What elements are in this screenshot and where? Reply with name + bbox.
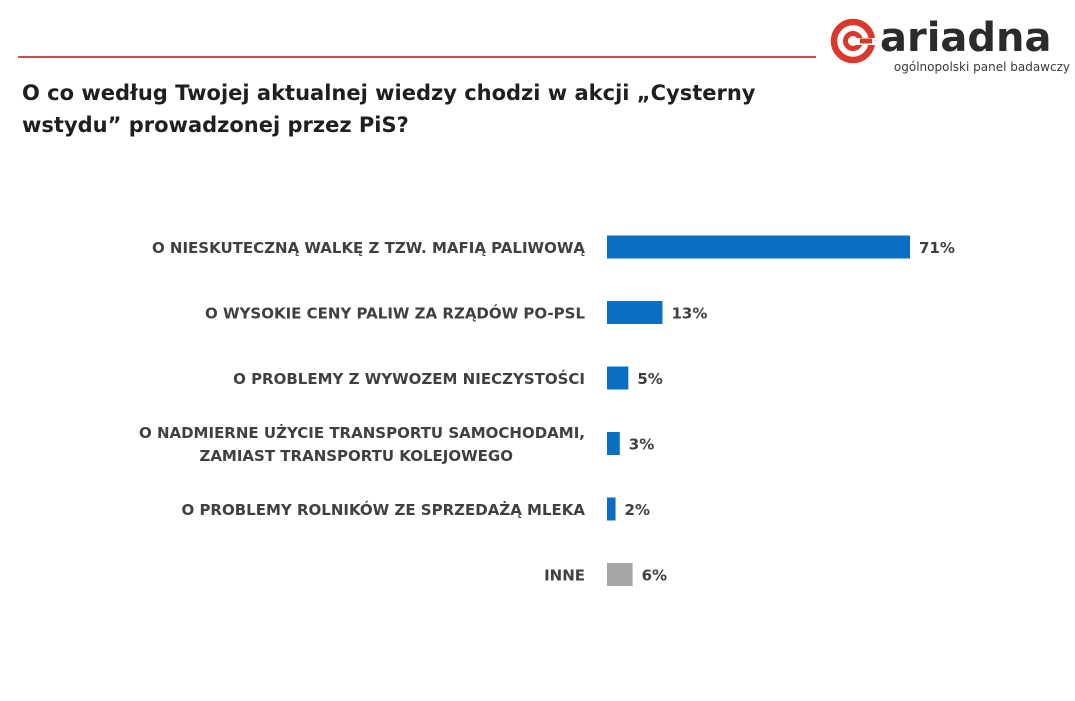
bar-1	[607, 301, 663, 324]
category-label-3-line-1: ZAMIAST TRANSPORTU KOLEJOWEGO	[199, 447, 513, 465]
value-label-3: 3%	[629, 436, 654, 454]
category-label-1: O WYSOKIE CENY PALIW ZA RZĄDÓW PO-PSL	[205, 304, 585, 323]
value-label-0: 71%	[919, 239, 955, 257]
bar-5	[607, 563, 633, 586]
page-title: O co według Twojej aktualnej wiedzy chod…	[22, 81, 756, 137]
category-label-0: O NIESKUTECZNĄ WALKĘ Z TZW. MAFIĄ PALIWO…	[152, 239, 585, 257]
chart-marks: 71% O NIESKUTECZNĄ WALKĘ Z TZW. MAFIĄ PAL…	[139, 235, 955, 586]
brand-tagline: ogólnopolski panel badawczy	[893, 60, 1070, 74]
value-label-4: 2%	[625, 501, 650, 519]
category-label-5: INNE	[544, 567, 585, 585]
bar-2	[607, 366, 629, 390]
brand-name: ariadna	[880, 15, 1052, 61]
bar-3	[607, 432, 620, 455]
bar-0	[607, 235, 910, 259]
value-label-1: 13%	[671, 305, 707, 323]
category-label-4: O PROBLEMY ROLNIKÓW ZE SPRZEDAŻĄ MLEKA	[181, 500, 585, 519]
value-label-2: 5%	[637, 370, 662, 388]
header-rule	[18, 56, 816, 58]
ariadna-logo-icon	[830, 18, 876, 64]
category-label-3-line-0: O NADMIERNE UŻYCIE TRANSPORTU SAMOCHODAM…	[139, 423, 585, 442]
category-label-2: O PROBLEMY Z WYWOZEM NIECZYSTOŚCI	[233, 369, 585, 388]
bar-4	[607, 497, 616, 521]
brand-logo: ariadna ogólnopolski panel badawczy	[828, 14, 1070, 78]
value-label-5: 6%	[642, 567, 667, 585]
